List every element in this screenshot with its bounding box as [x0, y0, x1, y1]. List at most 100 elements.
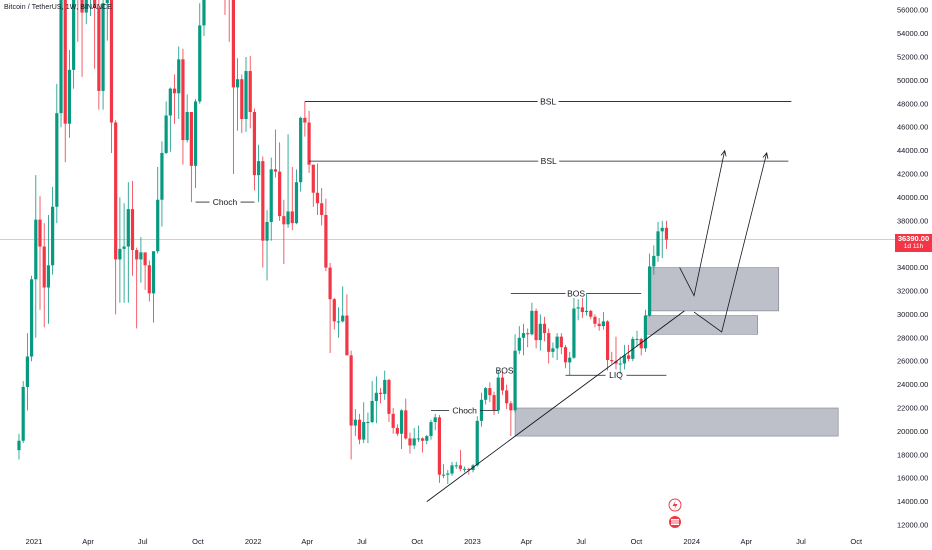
candle-body	[114, 122, 118, 260]
candle-body	[652, 255, 656, 267]
candle-body	[648, 266, 652, 316]
candle	[236, 58, 240, 131]
trendline[interactable]	[426, 310, 685, 502]
candle	[605, 320, 610, 371]
annotation-line[interactable]: BSL	[309, 156, 789, 166]
annotation-label: BSL	[541, 156, 557, 166]
candle	[433, 413, 437, 431]
flash-icon[interactable]	[668, 498, 682, 512]
candle	[122, 203, 126, 303]
candle-body	[576, 307, 580, 309]
candle	[114, 120, 118, 315]
annotation-line[interactable]: BOS	[494, 366, 516, 376]
candle-body	[601, 321, 605, 327]
x-tick-label: 2023	[464, 537, 481, 546]
candle	[303, 101, 307, 137]
candle	[135, 247, 139, 329]
x-tick-label: 2024	[683, 537, 700, 546]
candle	[278, 142, 282, 221]
candle-body	[315, 192, 320, 204]
candle	[202, 0, 206, 36]
candle-body	[282, 216, 286, 225]
candle	[257, 144, 261, 203]
candle	[526, 328, 530, 348]
annotation-line[interactable]: BSL	[304, 96, 792, 106]
candle-body	[412, 438, 416, 446]
candle-body	[626, 355, 631, 359]
symbol-title[interactable]: Bitcoin / TetherUS, 1W, BINANCE	[4, 4, 113, 11]
candle	[538, 314, 542, 351]
candle-body	[408, 438, 412, 446]
annotation-label: Choch	[213, 197, 238, 207]
y-tick-label: 48000.00	[897, 99, 928, 108]
candle-body	[105, 0, 109, 4]
candle-body	[551, 348, 555, 352]
y-tick-label: 44000.00	[897, 146, 928, 155]
annotation-line[interactable]: Choch	[195, 197, 255, 207]
candle	[164, 101, 168, 155]
candle	[290, 166, 294, 231]
candle	[622, 344, 626, 370]
candle-body	[547, 333, 551, 352]
candle	[429, 419, 433, 440]
candle	[542, 316, 547, 342]
candle	[610, 351, 614, 364]
candle	[488, 382, 492, 403]
candle-body	[475, 420, 479, 466]
candle-body	[59, 0, 63, 114]
candle	[408, 432, 412, 454]
candle-body	[442, 474, 446, 476]
candle	[505, 384, 509, 410]
candle-body	[378, 392, 383, 394]
candle-body	[67, 69, 72, 124]
y-tick-label: 28000.00	[897, 333, 928, 342]
projection-arrow-path[interactable]	[679, 150, 726, 297]
candle-body	[248, 71, 252, 112]
candle	[576, 299, 580, 321]
candle-body	[639, 338, 643, 349]
candle	[80, 0, 84, 77]
candle-body	[622, 355, 626, 364]
candle-body	[63, 0, 67, 124]
candle-body	[236, 79, 240, 88]
annotation-lines-layer: BSL BSL Choch Choch BOS BOS LIQ	[195, 96, 792, 415]
candle	[353, 409, 357, 437]
candle-body	[135, 250, 139, 260]
candle	[336, 307, 341, 338]
candle-body	[177, 59, 181, 94]
projection-arrow-path[interactable]	[693, 152, 768, 333]
zone-box	[649, 267, 780, 312]
candle-body	[185, 111, 189, 141]
annotation-line[interactable]: LIQ	[565, 370, 667, 380]
candle-body	[273, 169, 278, 172]
candle-body	[303, 117, 307, 123]
candle-body	[278, 171, 282, 217]
annotation-line[interactable]: Choch	[430, 405, 499, 415]
candle	[198, 3, 202, 104]
candle-body	[404, 410, 408, 439]
candle	[584, 293, 589, 316]
candle	[463, 466, 467, 473]
candle-body	[156, 199, 160, 252]
candle-body	[341, 315, 345, 322]
x-tick-label: Apr	[301, 537, 313, 546]
candle	[324, 198, 328, 272]
candle	[551, 342, 555, 358]
candle	[509, 400, 513, 437]
candle	[656, 221, 660, 262]
annotation-line[interactable]: BOS	[510, 288, 642, 298]
candle-body	[589, 310, 593, 317]
candle-body	[101, 3, 105, 91]
candle	[500, 371, 505, 396]
candle	[34, 175, 38, 338]
candle	[601, 312, 605, 330]
candle	[534, 308, 538, 349]
candle-body	[593, 316, 597, 324]
candle	[664, 220, 669, 249]
flag-icon[interactable]	[669, 516, 681, 528]
candle-body	[530, 310, 534, 335]
candle	[395, 424, 399, 437]
candle	[597, 317, 601, 331]
